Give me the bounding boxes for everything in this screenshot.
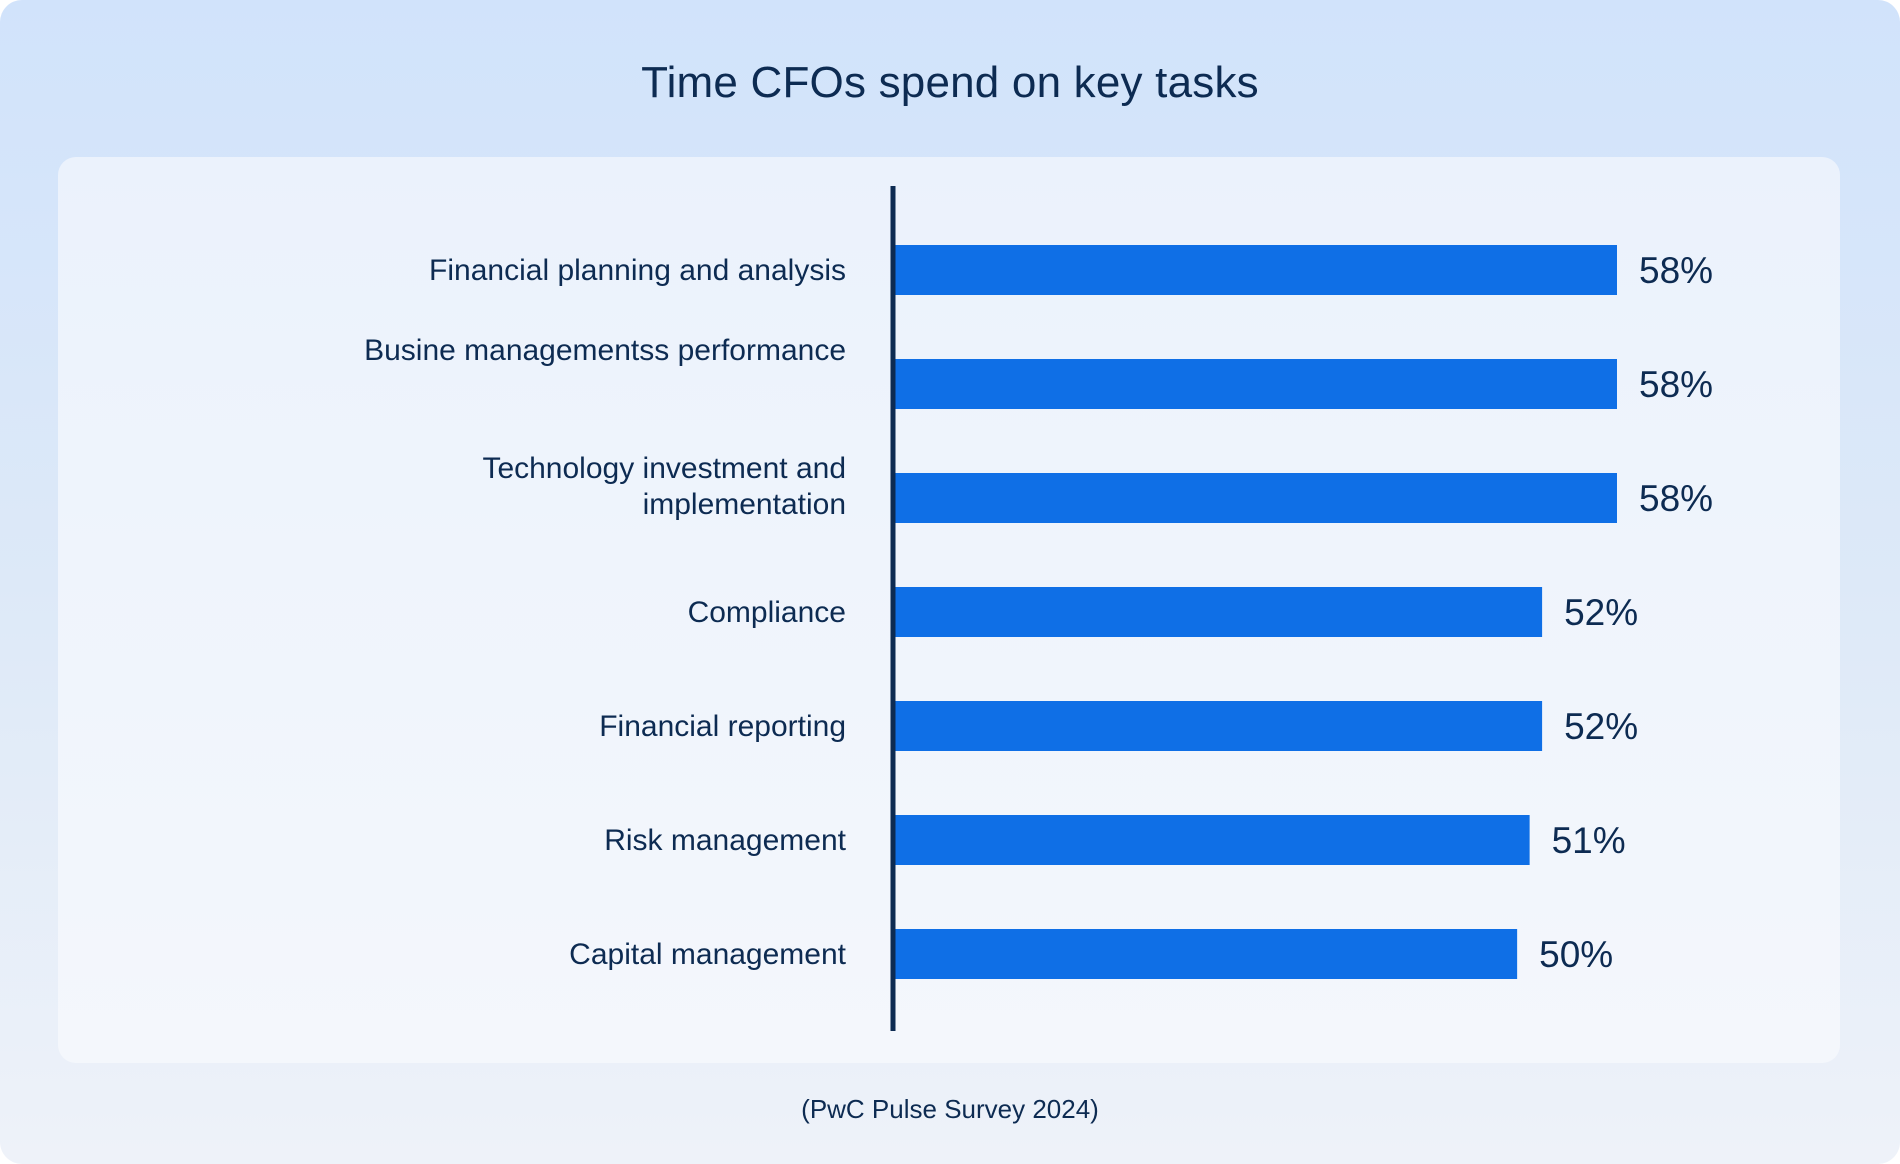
chart-title: Time CFOs spend on key tasks [641,58,1259,107]
bar-3 [893,473,1617,523]
value-label-3: 58% [1639,478,1713,519]
bar-1 [893,245,1617,295]
category-label-3: Technology investment and implementation [482,452,846,521]
bar-7 [893,929,1518,979]
source-note: (PwC Pulse Survey 2024) [801,1094,1099,1124]
category-label-2: Busine managementss performance [364,334,846,367]
value-label-2: 58% [1639,364,1713,405]
category-label-1: Financial planning and analysis [429,254,846,287]
bar-6 [893,815,1530,865]
category-label-5: Financial reporting [599,710,846,743]
value-label-4: 52% [1564,592,1638,633]
category-label-7: Capital management [569,938,846,971]
bar-2 [893,359,1617,409]
category-label-6: Risk management [604,824,846,857]
value-label-5: 52% [1564,706,1638,747]
value-label-6: 51% [1552,820,1626,861]
bar-4 [893,587,1543,637]
bar-5 [893,701,1543,751]
value-label-7: 50% [1539,934,1613,975]
value-label-1: 58% [1639,250,1713,291]
category-label-4: Compliance [688,596,846,629]
